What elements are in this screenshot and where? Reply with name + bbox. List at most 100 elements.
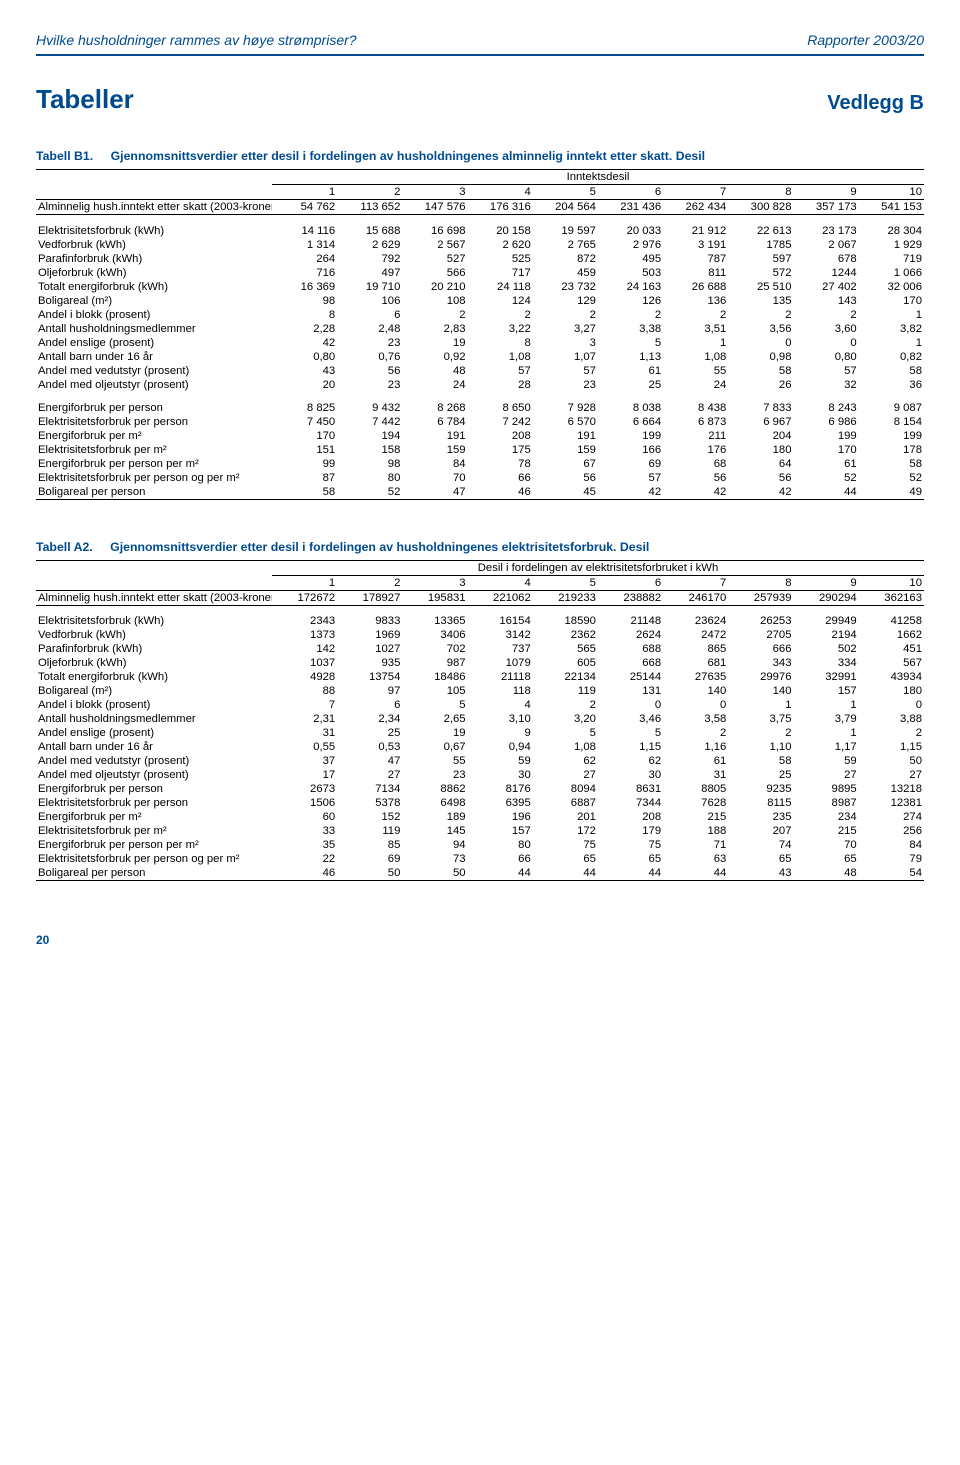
cell: 106 [337, 294, 402, 308]
row-label: Vedforbruk (kWh) [36, 628, 272, 642]
cell: 7 450 [272, 415, 337, 429]
cell: 8115 [728, 796, 793, 810]
cell: 1,10 [728, 740, 793, 754]
cell: 175 [468, 443, 533, 457]
cell: 215 [663, 810, 728, 824]
doc-report: Rapporter 2003/20 [807, 32, 924, 48]
cell: 343 [728, 656, 793, 670]
cell: 68 [663, 457, 728, 471]
cell: 6 873 [663, 415, 728, 429]
cell: 158 [337, 443, 402, 457]
cell: 8 [728, 575, 793, 590]
cell: 14 116 [272, 224, 337, 238]
cell: 28 [468, 378, 533, 392]
cell: 151 [272, 443, 337, 457]
cell: 1 066 [859, 266, 924, 280]
row-label: Boligareal per person [36, 485, 272, 500]
cell: 75 [598, 838, 663, 852]
cell: 143 [794, 294, 859, 308]
cell: 6 664 [598, 415, 663, 429]
table-row: Energiforbruk per m²17019419120819119921… [36, 429, 924, 443]
cell: 32991 [794, 670, 859, 684]
cell: 7628 [663, 796, 728, 810]
cell: 20 033 [598, 224, 663, 238]
cell: 497 [337, 266, 402, 280]
span-header: Inntektsdesil [272, 170, 924, 185]
cell: 688 [598, 642, 663, 656]
cell: 541 153 [859, 200, 924, 215]
cell: 65 [794, 852, 859, 866]
cell: 717 [468, 266, 533, 280]
cell: 13365 [402, 614, 467, 628]
cell: 119 [337, 824, 402, 838]
doc-header: Hvilke husholdninger rammes av høye strø… [36, 32, 924, 48]
cell: 2 [533, 698, 598, 712]
cell: 22 [272, 852, 337, 866]
cell: 567 [859, 656, 924, 670]
span-header: Desil i fordelingen av elektrisitetsforb… [272, 560, 924, 575]
cell: 4 [468, 185, 533, 200]
row-label: Andel med oljeutstyr (prosent) [36, 768, 272, 782]
row-label: Antall barn under 16 år [36, 740, 272, 754]
cell: 199 [598, 429, 663, 443]
table-row: Boligareal per person5852474645424242444… [36, 485, 924, 500]
table-row: Totalt energiforbruk (kWh)49281375418486… [36, 670, 924, 684]
cell: 142 [272, 642, 337, 656]
cell: 58 [728, 754, 793, 768]
cell: 23 173 [794, 224, 859, 238]
cell: 191 [402, 429, 467, 443]
cell: 502 [794, 642, 859, 656]
cell: 1 929 [859, 238, 924, 252]
cell: 2,28 [272, 322, 337, 336]
row-label: Energiforbruk per person per m² [36, 457, 272, 471]
cell: 147 576 [402, 200, 467, 215]
row-label [36, 575, 272, 590]
cell: 66 [468, 471, 533, 485]
table-a2-caption-text: Gjennomsnittsverdier etter desil i forde… [110, 540, 649, 554]
table-row: Andel med oljeutstyr (prosent)1727233027… [36, 768, 924, 782]
cell: 6395 [468, 796, 533, 810]
table-row: Energiforbruk per person per m²999884786… [36, 457, 924, 471]
cell: 719 [859, 252, 924, 266]
cell: 0,76 [337, 350, 402, 364]
cell: 57 [794, 364, 859, 378]
cell: 23 [533, 378, 598, 392]
cell: 451 [859, 642, 924, 656]
cell: 59 [794, 754, 859, 768]
table-row: Antall husholdningsmedlemmer2,282,482,83… [36, 322, 924, 336]
cell: 28 304 [859, 224, 924, 238]
cell: 2 [663, 726, 728, 740]
cell: 300 828 [728, 200, 793, 215]
cell: 176 [663, 443, 728, 457]
spacer-row [36, 215, 924, 224]
cell: 108 [402, 294, 467, 308]
table-row: 12345678910 [36, 575, 924, 590]
cell: 99 [272, 457, 337, 471]
cell: 50 [402, 866, 467, 881]
cell: 27 [859, 768, 924, 782]
cell: 25 [728, 768, 793, 782]
cell: 24 163 [598, 280, 663, 294]
cell: 61 [598, 364, 663, 378]
cell: 27 [533, 768, 598, 782]
cell: 865 [663, 642, 728, 656]
cell: 1662 [859, 628, 924, 642]
cell: 124 [468, 294, 533, 308]
cell: 204 [728, 429, 793, 443]
cell: 2 [598, 308, 663, 322]
cell: 29976 [728, 670, 793, 684]
row-label: Alminnelig hush.inntekt etter skatt (200… [36, 200, 272, 215]
cell: 334 [794, 656, 859, 670]
cell: 25 [598, 378, 663, 392]
table-row: Alminnelig hush.inntekt etter skatt (200… [36, 590, 924, 605]
cell: 136 [663, 294, 728, 308]
cell: 18590 [533, 614, 598, 628]
cell: 246170 [663, 590, 728, 605]
cell: 3,75 [728, 712, 793, 726]
row-label: Elektrisitetsforbruk per person og per m… [36, 471, 272, 485]
cell: 199 [794, 429, 859, 443]
cell: 94 [402, 838, 467, 852]
cell: 9833 [337, 614, 402, 628]
cell: 0,67 [402, 740, 467, 754]
cell: 85 [337, 838, 402, 852]
